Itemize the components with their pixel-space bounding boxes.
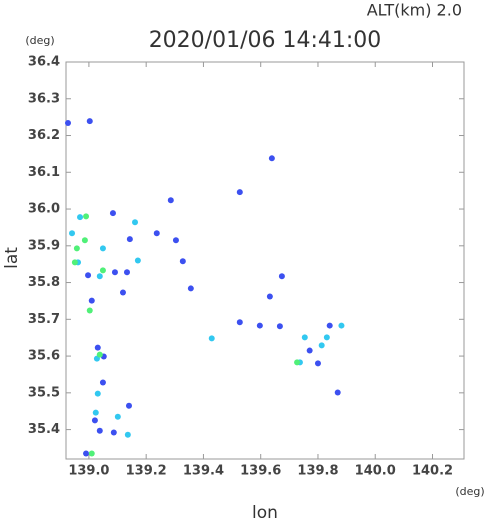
- x-tick-label: 140.0: [355, 464, 396, 479]
- echo-point: [110, 429, 117, 436]
- echo-point: [323, 334, 330, 341]
- echo-point: [276, 323, 283, 330]
- echo-point: [334, 389, 341, 396]
- echo-point: [71, 259, 78, 266]
- echo-point: [266, 293, 273, 300]
- y-tick-label: 36.2: [28, 128, 60, 143]
- echo-point: [318, 342, 325, 349]
- echo-point: [73, 245, 80, 252]
- echo-point: [81, 237, 88, 244]
- echo-point: [208, 335, 215, 342]
- y-tick-label: 35.5: [28, 385, 60, 400]
- chart-title: 2020/01/06 14:41:00: [149, 28, 382, 53]
- y-tick-label: 35.6: [28, 349, 60, 364]
- y-axis-label: lat: [2, 247, 22, 269]
- y-tick-label: 35.8: [28, 275, 60, 290]
- y-tick-label: 36.4: [28, 55, 60, 70]
- echo-point: [99, 379, 106, 386]
- echo-point: [94, 390, 101, 397]
- echo-point: [256, 322, 263, 329]
- echo-point: [338, 322, 345, 329]
- echo-point: [126, 236, 133, 243]
- y-tick-label: 35.4: [28, 422, 60, 437]
- echo-point: [187, 285, 194, 292]
- echo-point: [134, 257, 141, 264]
- y-tick-label: 36.0: [28, 202, 60, 217]
- echo-point: [69, 230, 76, 237]
- echo-point: [167, 197, 174, 204]
- echo-point: [294, 359, 301, 366]
- echo-point: [306, 347, 313, 354]
- echo-point: [65, 120, 72, 127]
- echo-point: [91, 417, 98, 424]
- echo-point: [268, 155, 275, 162]
- x-axis-label: lon: [252, 503, 278, 521]
- y-tick-label: 36.3: [28, 91, 60, 106]
- echo-point: [124, 431, 131, 438]
- echo-point: [236, 189, 243, 196]
- echo-point: [179, 258, 186, 265]
- echo-point: [125, 402, 132, 409]
- echo-point: [172, 237, 179, 244]
- y-tick-label: 35.7: [28, 312, 60, 327]
- x-tick-label: 139.2: [126, 464, 167, 479]
- echo-point: [111, 269, 118, 276]
- echo-point: [132, 219, 139, 226]
- x-tick-label: 139.6: [240, 464, 281, 479]
- echo-point: [99, 245, 106, 252]
- echo-point: [92, 409, 99, 416]
- echo-point: [278, 273, 285, 280]
- echo-point: [301, 334, 308, 341]
- echo-point: [314, 360, 321, 367]
- x-unit: (deg): [455, 485, 484, 498]
- y-tick-label: 35.9: [28, 238, 60, 253]
- echo-point: [86, 118, 93, 125]
- echo-point: [119, 289, 126, 296]
- altitude-label: ALT(km) 2.0: [367, 1, 462, 20]
- echo-point: [83, 450, 90, 457]
- echo-point: [85, 272, 92, 279]
- echo-point: [88, 297, 95, 304]
- echo-point: [109, 210, 116, 217]
- echo-point: [83, 213, 90, 220]
- x-tick-label: 139.0: [68, 464, 109, 479]
- echo-point: [96, 351, 103, 358]
- x-tick-label: 139.4: [183, 464, 224, 479]
- echo-point: [326, 322, 333, 329]
- echo-point: [153, 230, 160, 237]
- echo-point: [96, 427, 103, 434]
- x-tick-label: 139.8: [297, 464, 338, 479]
- echo-point: [94, 344, 101, 351]
- echo-point: [236, 319, 243, 326]
- y-unit: (deg): [25, 34, 54, 47]
- plot-frame: [65, 61, 465, 460]
- echo-point: [99, 267, 106, 274]
- y-tick-label: 36.1: [28, 165, 60, 180]
- echo-point: [114, 413, 121, 420]
- echo-point: [86, 307, 93, 314]
- echo-point: [77, 214, 84, 221]
- echo-point: [96, 273, 103, 280]
- echo-point: [123, 269, 130, 276]
- echo-point: [88, 450, 95, 457]
- x-tick-label: 140.2: [412, 464, 453, 479]
